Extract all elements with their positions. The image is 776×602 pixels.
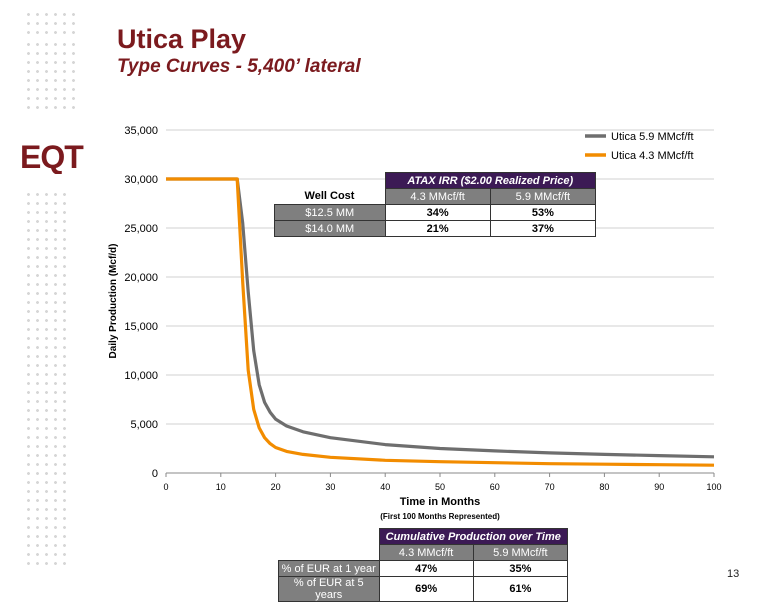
decorative-dot-grid-lower xyxy=(24,190,70,570)
cumulative-col-header: 4.3 MMcf/ft xyxy=(378,544,474,561)
irr-cell: 21% xyxy=(384,220,491,237)
table-row: $12.5 MM 34% 53% xyxy=(274,204,597,221)
irr-col-header: 4.3 MMcf/ft xyxy=(384,188,491,205)
y-tick-label: 30,000 xyxy=(124,174,158,186)
series-line-1 xyxy=(166,177,715,459)
x-tick-label: 50 xyxy=(435,482,445,492)
page-title: Utica Play xyxy=(117,24,247,54)
x-tick-label: 80 xyxy=(599,482,609,492)
cumulative-row-label: % of EUR at 1 year xyxy=(278,560,380,577)
y-tick-label: 25,000 xyxy=(124,223,158,235)
x-tick-label: 90 xyxy=(654,482,664,492)
y-tick-label: 5,000 xyxy=(130,419,158,431)
y-axis-ticks: 0 5,000 10,000 15,000 20,000 25,000 30,000 35,0… xyxy=(124,125,158,480)
x-tick-label: 40 xyxy=(380,482,390,492)
cumulative-cell: 35% xyxy=(472,560,569,577)
irr-table-title: ATAX IRR ($2.00 Realized Price) xyxy=(384,172,596,189)
y-axis-label: Daily Production (Mcf/d) xyxy=(108,244,119,359)
table-row: % of EUR at 1 year 47% 35% xyxy=(278,560,569,577)
table-row: % of EUR at 5 years 69% 61% xyxy=(278,576,569,602)
chart-series xyxy=(166,177,715,467)
y-tick-label: 15,000 xyxy=(124,321,158,333)
x-tick-label: 60 xyxy=(490,482,500,492)
chart-legend: Utica 5.9 MMcf/ft Utica 4.3 MMcf/ft xyxy=(585,131,694,162)
cumulative-row-label: % of EUR at 5 years xyxy=(278,576,380,602)
legend-label: Utica 4.3 MMcf/ft xyxy=(611,150,694,162)
x-tick-label: 20 xyxy=(271,482,281,492)
x-tick-label: 10 xyxy=(216,482,226,492)
irr-cell: 37% xyxy=(489,220,597,237)
table-row: $14.0 MM 21% 37% xyxy=(274,220,597,237)
x-axis-label: Time in Months xyxy=(400,496,480,508)
irr-row-header-label: Well Cost xyxy=(304,190,355,203)
cumulative-table: Cumulative Production over Time 4.3 MMcf… xyxy=(278,528,569,602)
eqt-logo-icon: EQT xyxy=(20,139,85,175)
irr-table: ATAX IRR ($2.00 Realized Price) Well Cos… xyxy=(274,172,597,237)
company-logo: EQT xyxy=(20,139,90,183)
series-line-2 xyxy=(166,177,715,467)
page-subtitle: Type Curves - 5,400’ lateral xyxy=(117,56,361,77)
cumulative-cell: 69% xyxy=(378,576,474,602)
irr-cell: 34% xyxy=(384,204,491,221)
cumulative-table-title: Cumulative Production over Time xyxy=(378,528,568,545)
irr-row-label: $12.5 MM xyxy=(274,204,386,221)
decorative-dot-grid-upper xyxy=(24,40,78,110)
irr-cell: 53% xyxy=(489,204,597,221)
y-tick-label: 0 xyxy=(152,468,158,480)
legend-label: Utica 5.9 MMcf/ft xyxy=(611,131,694,143)
y-tick-label: 35,000 xyxy=(124,125,158,137)
y-tick-label: 10,000 xyxy=(124,370,158,382)
decorative-dot-grid-top xyxy=(24,10,78,34)
x-axis-note: (First 100 Months Represented) xyxy=(380,512,500,521)
y-tick-label: 20,000 xyxy=(124,272,158,284)
cumulative-col-header: 5.9 MMcf/ft xyxy=(472,544,569,561)
irr-row-label: $14.0 MM xyxy=(274,220,386,237)
page-number: 13 xyxy=(727,568,740,580)
x-axis-ticks: 0 10 20 30 40 50 60 70 80 90 100 xyxy=(163,473,722,492)
x-tick-label: 100 xyxy=(706,482,721,492)
cumulative-cell: 61% xyxy=(472,576,569,602)
x-tick-label: 30 xyxy=(325,482,335,492)
svg-text:EQT: EQT xyxy=(20,140,84,174)
x-tick-label: 0 xyxy=(163,482,168,492)
irr-col-header: 5.9 MMcf/ft xyxy=(489,188,597,205)
cumulative-cell: 47% xyxy=(378,560,474,577)
x-tick-label: 70 xyxy=(545,482,555,492)
